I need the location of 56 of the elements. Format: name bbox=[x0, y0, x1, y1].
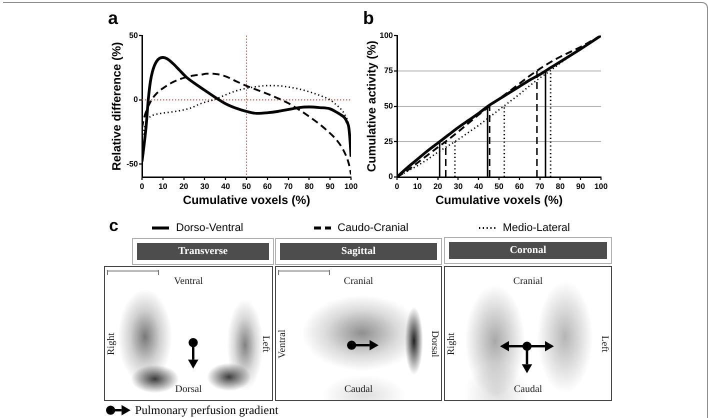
x-tick-label: 90 bbox=[576, 182, 586, 192]
x-tick-label: 60 bbox=[262, 182, 272, 192]
x-tick-label: 30 bbox=[454, 182, 464, 192]
x-tick-label: 50 bbox=[494, 182, 504, 192]
text: Right bbox=[106, 332, 118, 356]
text: Ventral bbox=[277, 330, 289, 358]
x-tick-label: 100 bbox=[344, 182, 358, 192]
y-axis-title: Cumulative activity (%) bbox=[364, 40, 379, 172]
x-tick-label: 60 bbox=[514, 182, 524, 192]
category-label: Transverse bbox=[178, 246, 228, 257]
x-tick-label: 20 bbox=[433, 182, 443, 192]
legend-label: Medio-Lateral bbox=[502, 222, 570, 234]
chart-title: b bbox=[363, 8, 374, 28]
x-tick-label: 10 bbox=[412, 182, 422, 192]
text: Caudal bbox=[344, 384, 373, 396]
x-tick-label: 50 bbox=[242, 182, 252, 192]
text: Left bbox=[259, 336, 271, 352]
category-label: Sagittal bbox=[341, 246, 376, 257]
y-tick-label: 75 bbox=[384, 66, 394, 76]
x-tick-label: 0 bbox=[394, 182, 400, 192]
legend-label: Dorso-Ventral bbox=[176, 222, 244, 234]
x-tick-label: 40 bbox=[221, 182, 231, 192]
y-tick-label: 50 bbox=[384, 102, 394, 111]
text: Pulmonary perfusion gradient bbox=[135, 403, 278, 417]
text: Ventral bbox=[174, 276, 203, 288]
x-tick-label: 80 bbox=[304, 182, 314, 192]
text: Right bbox=[446, 332, 458, 356]
y-tick-label: -50 bbox=[126, 159, 139, 168]
text: Left bbox=[598, 336, 610, 352]
x-tick-label: 10 bbox=[158, 182, 168, 192]
x-tick-label: 30 bbox=[200, 182, 210, 192]
y-tick-label: 0 bbox=[388, 172, 394, 182]
x-tick-label: 70 bbox=[284, 182, 294, 192]
y-tick-label: 50 bbox=[129, 30, 139, 40]
x-tick-label: 70 bbox=[535, 182, 545, 192]
text: Caudal bbox=[514, 384, 542, 396]
text: c bbox=[109, 216, 118, 236]
x-tick-label: 0 bbox=[140, 182, 145, 192]
x-axis-title: Cumulative voxels (%) bbox=[435, 193, 563, 208]
x-tick-label: 80 bbox=[556, 182, 566, 192]
text: Dorsal bbox=[428, 330, 440, 358]
y-tick-label: 25 bbox=[384, 136, 394, 146]
text: Dorsal bbox=[175, 384, 202, 396]
x-axis-title: Cumulative voxels (%) bbox=[182, 193, 310, 208]
y-tick-label: 0 bbox=[134, 95, 139, 104]
chart-title: a bbox=[108, 8, 119, 28]
x-tick-label: 90 bbox=[326, 182, 336, 192]
y-axis-title: Relative difference (%) bbox=[110, 42, 124, 171]
x-tick-label: 20 bbox=[179, 182, 189, 192]
text: Cranial bbox=[344, 276, 374, 288]
y-tick-label: 100 bbox=[380, 30, 394, 40]
text: Cranial bbox=[513, 276, 543, 288]
category-label: Coronal bbox=[510, 245, 546, 256]
x-tick-label: 100 bbox=[594, 182, 608, 192]
x-tick-label: 40 bbox=[474, 182, 484, 192]
legend-label: Caudo-Cranial bbox=[338, 222, 408, 234]
